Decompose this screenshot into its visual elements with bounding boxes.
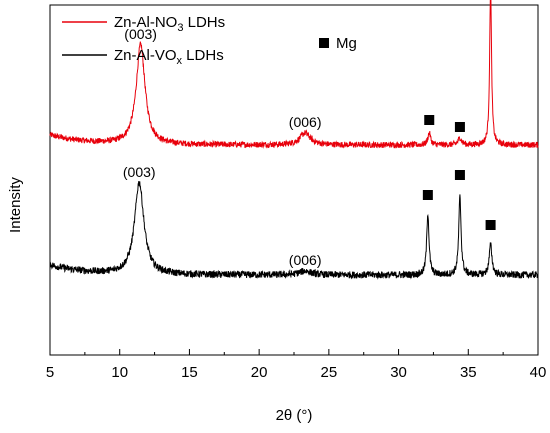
mg-marker-1-2 xyxy=(485,220,496,230)
mg-legend-square xyxy=(319,38,329,48)
peak-label-0-0: (003) xyxy=(124,26,157,42)
series-line-1 xyxy=(49,181,539,280)
mg-marker-0-1 xyxy=(454,122,465,132)
series-line-0 xyxy=(49,0,539,149)
legend-label-0: Zn-Al-NO3 LDHs xyxy=(114,14,225,34)
mg-marker-0-0 xyxy=(424,115,435,125)
x-tick-label-5: 30 xyxy=(390,364,407,381)
peak-label-1-1: (006) xyxy=(289,252,322,268)
x-tick-label-2: 15 xyxy=(181,364,198,381)
mg-legend-label: Mg xyxy=(336,35,357,52)
x-axis-ticks: 5 10 15 20 25 30 35 40 xyxy=(46,349,547,381)
x-tick-label-0: 5 xyxy=(46,364,54,381)
annotation-layer: (003) (006) (003) (006) xyxy=(123,26,496,268)
x-tick-label-7: 40 xyxy=(530,364,547,381)
mg-marker-1-0 xyxy=(422,190,433,200)
peak-label-0-1: (006) xyxy=(289,114,322,130)
legend-label-1: Zn-Al-VOx LDHs xyxy=(114,47,224,67)
mg-marker-1-1 xyxy=(454,170,465,180)
x-tick-label-6: 35 xyxy=(460,364,477,381)
series-layer xyxy=(49,0,539,280)
x-tick-label-1: 10 xyxy=(111,364,128,381)
x-axis-label: 2θ (°) xyxy=(276,407,313,424)
y-axis-label: Intensity xyxy=(7,177,24,233)
x-tick-label-3: 20 xyxy=(251,364,268,381)
x-tick-label-4: 25 xyxy=(321,364,338,381)
legend: Zn-Al-NO3 LDHs Zn-Al-VOx LDHs xyxy=(62,14,225,67)
peak-label-1-0: (003) xyxy=(123,164,156,180)
mg-marker-legend: Mg xyxy=(319,35,357,52)
